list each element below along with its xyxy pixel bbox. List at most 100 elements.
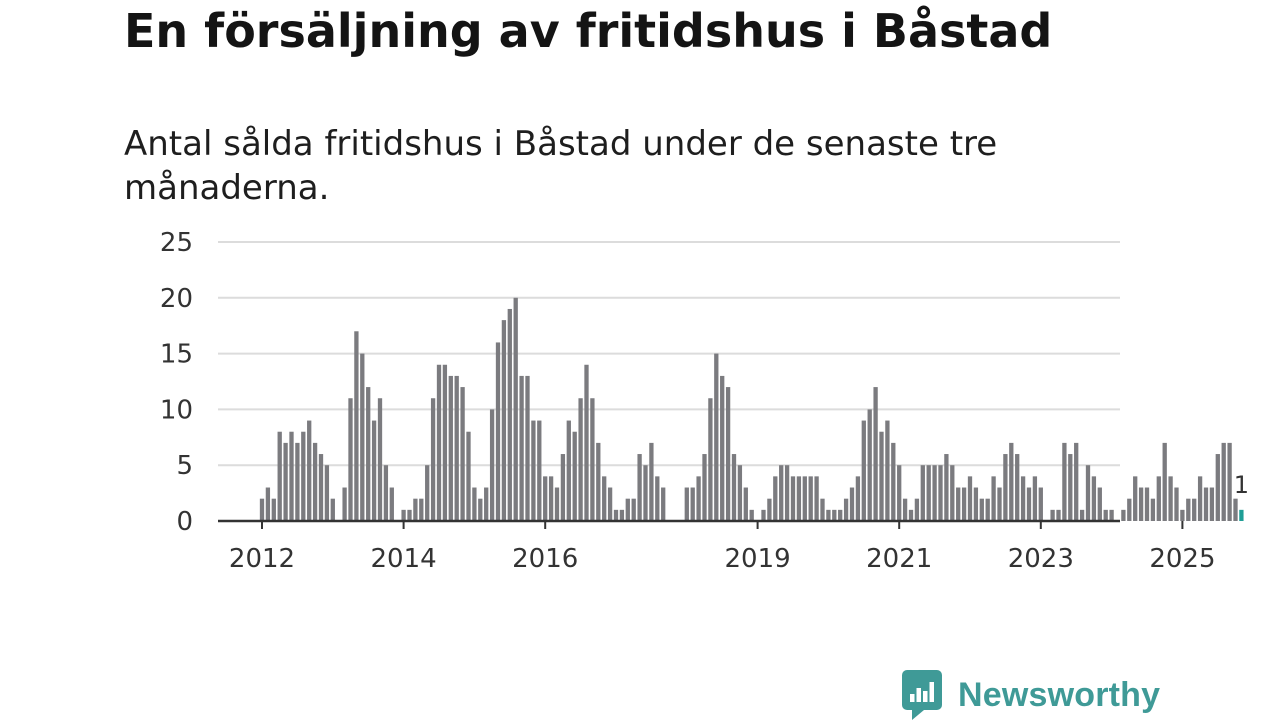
- bar: [613, 509, 619, 521]
- x-tick-label: 2019: [725, 544, 791, 574]
- bar: [849, 487, 855, 521]
- bar: [578, 398, 583, 521]
- bar: [383, 465, 389, 521]
- bar: [985, 498, 990, 521]
- bar: [696, 476, 701, 521]
- bar: [779, 465, 784, 521]
- bar: [1079, 509, 1085, 521]
- bar: [537, 420, 542, 521]
- bar: [796, 476, 802, 521]
- bar: [932, 465, 937, 521]
- bar: [938, 465, 943, 521]
- bar: [377, 398, 383, 521]
- bar: [1026, 487, 1032, 521]
- y-tick-label: 5: [176, 451, 193, 481]
- bar: [643, 465, 648, 521]
- bar: [661, 487, 666, 521]
- bar: [914, 498, 920, 521]
- bar: [690, 487, 695, 521]
- bar: [312, 442, 318, 521]
- bar: [560, 454, 566, 521]
- bar: [908, 509, 914, 521]
- y-tick-label: 0: [176, 507, 193, 537]
- bar: [1150, 498, 1156, 521]
- bar: [902, 498, 908, 521]
- bar: [489, 409, 495, 521]
- bar: [401, 509, 406, 521]
- bar: [655, 476, 660, 521]
- bar: [507, 308, 512, 521]
- bar: [619, 509, 625, 521]
- bar: [1127, 498, 1132, 521]
- bar: [708, 398, 713, 521]
- bar: [1168, 476, 1173, 521]
- bar: [826, 509, 831, 521]
- bar: [720, 375, 725, 521]
- bar: [790, 476, 796, 521]
- bar: [885, 420, 890, 521]
- bar: [1209, 487, 1215, 521]
- bar: [543, 476, 548, 521]
- x-tick-label: 2016: [512, 544, 578, 574]
- bar: [1056, 509, 1061, 521]
- bar: [731, 454, 737, 521]
- bar: [259, 498, 265, 521]
- bar: [572, 431, 577, 521]
- bar: [808, 476, 813, 521]
- bar: [967, 476, 973, 521]
- bar: [448, 375, 453, 521]
- bar: [950, 465, 955, 521]
- bar: [973, 487, 979, 521]
- bar: [1074, 442, 1079, 521]
- bar: [991, 476, 996, 521]
- bar: [596, 442, 601, 521]
- bar: [1103, 509, 1108, 521]
- bar: [861, 420, 866, 521]
- bar: [525, 375, 530, 521]
- bar: [944, 454, 949, 521]
- bar: [277, 431, 282, 521]
- bar: [342, 487, 347, 521]
- bar: [820, 498, 825, 521]
- bar: [1121, 509, 1126, 521]
- x-tick-label: 2014: [371, 544, 437, 574]
- y-tick-label: 20: [160, 284, 193, 314]
- data-label: 1: [1234, 471, 1249, 499]
- bar: [737, 465, 743, 521]
- bar: [301, 431, 306, 521]
- brand-name: Newsworthy: [958, 675, 1161, 714]
- bar: [1233, 498, 1238, 521]
- bar: [1091, 476, 1097, 521]
- bar: [371, 420, 377, 521]
- bar: [442, 364, 448, 521]
- bar: [265, 487, 271, 521]
- bar: [354, 331, 359, 521]
- bar-highlight: [1239, 509, 1244, 521]
- bar: [454, 375, 459, 521]
- bar: [1203, 487, 1209, 521]
- bar: [1109, 509, 1114, 521]
- bar: [743, 487, 748, 521]
- bar: [295, 442, 300, 521]
- bar: [1032, 476, 1038, 521]
- bar: [519, 375, 524, 521]
- brand-logo: Newsworthy: [902, 670, 1160, 720]
- bar: [961, 487, 967, 521]
- y-tick-label: 15: [160, 340, 193, 370]
- bar: [590, 398, 595, 521]
- bar: [1215, 454, 1220, 521]
- bar: [436, 364, 442, 521]
- bar: [1221, 442, 1226, 521]
- bar: [897, 465, 902, 521]
- bar: [714, 353, 719, 521]
- bar: [366, 387, 371, 521]
- bar: [749, 509, 754, 521]
- bar: [584, 364, 589, 521]
- bar: [1038, 487, 1043, 521]
- bar: [1085, 465, 1091, 521]
- bar: [513, 297, 518, 521]
- bar: [1020, 476, 1026, 521]
- bar: [997, 487, 1002, 521]
- bar: [307, 420, 312, 521]
